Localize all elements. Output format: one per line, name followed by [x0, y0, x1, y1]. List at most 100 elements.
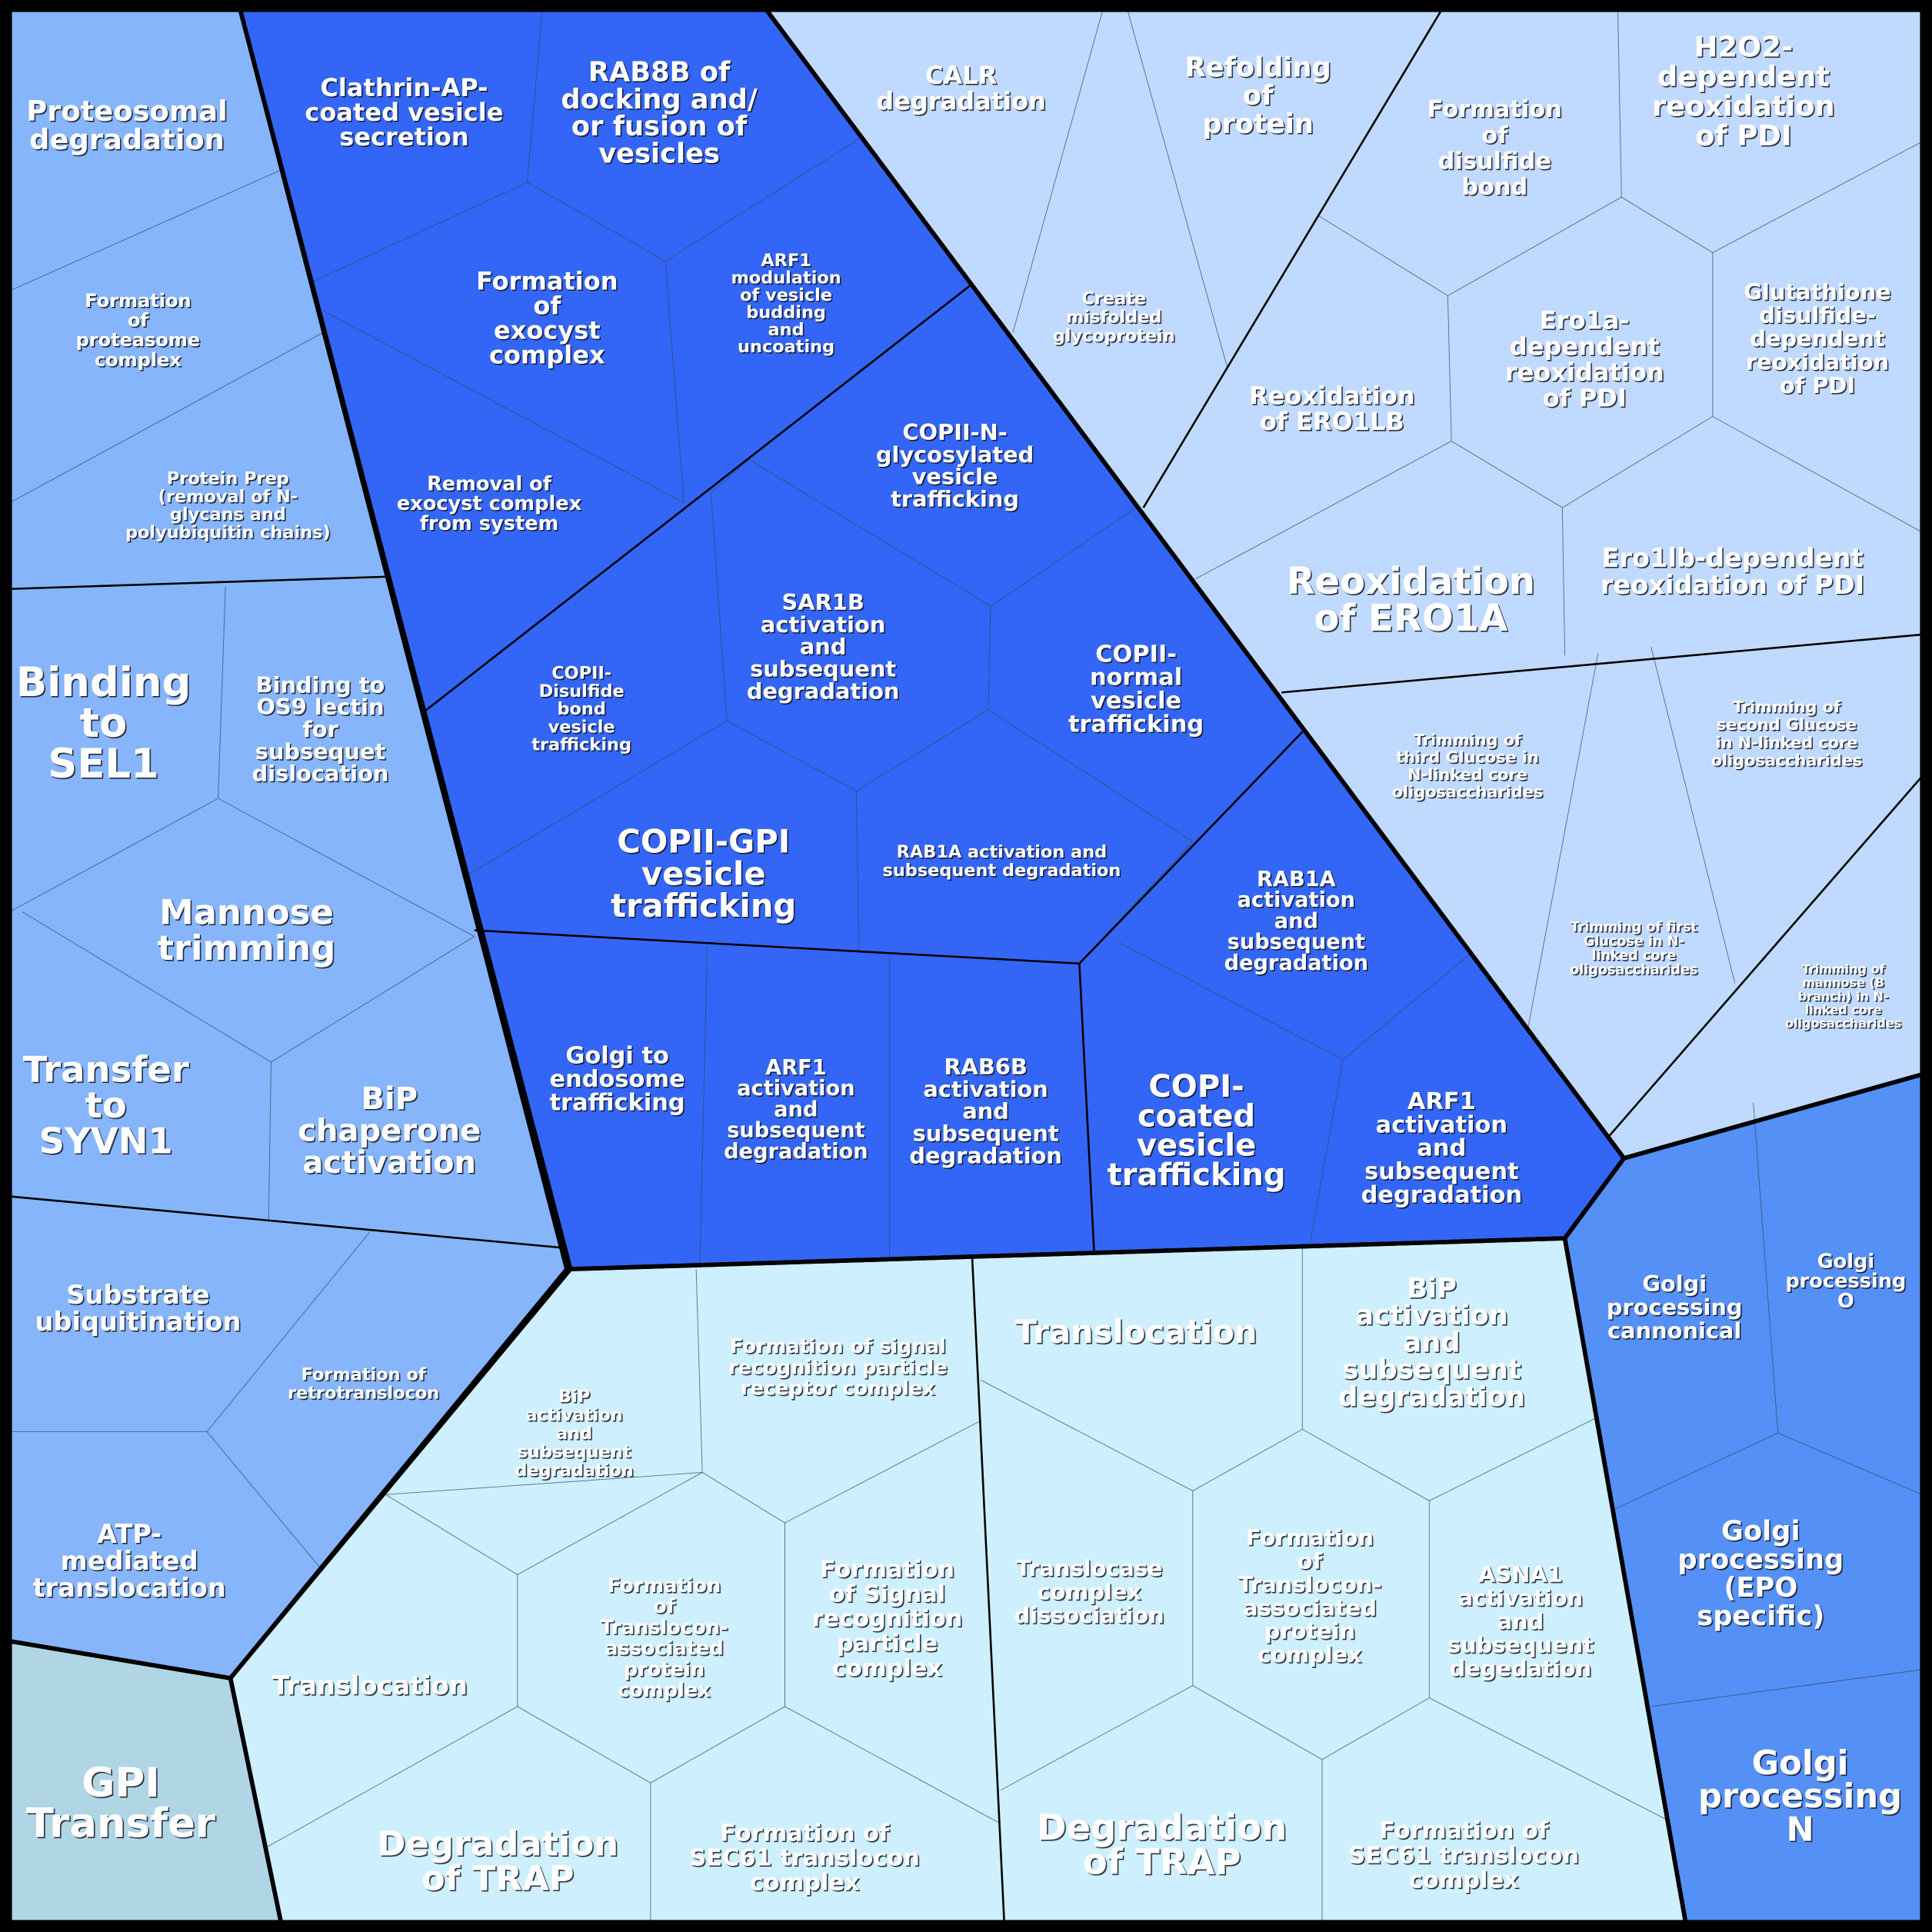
cell-label-line: Degradation: [1037, 1807, 1287, 1848]
cell-label-line: subsequent: [913, 1120, 1059, 1146]
cell-label-line: Refolding: [1185, 52, 1331, 83]
cell-label-line: SYVN1: [39, 1121, 173, 1162]
cell-label-line: activation: [923, 1076, 1048, 1102]
cell-label: Formation of exocyst complex: [476, 266, 618, 369]
cell-label-line: Glucose in N-: [1584, 934, 1684, 950]
cell-border: [218, 798, 475, 937]
group-region-folding: [766, 9, 1923, 1158]
cell-label-line: complex: [489, 341, 605, 370]
cell-label-line: in N-linked core: [1716, 733, 1858, 751]
cell-label-line: bond: [557, 699, 605, 719]
cell-border: [1562, 416, 1714, 508]
cell-label-line: RAB1A: [1257, 868, 1336, 891]
cell-border: [1777, 1432, 1923, 1495]
cell-label-line: Translocation: [1015, 1313, 1257, 1351]
cell-label-line: SAR1B: [782, 589, 864, 615]
cell-label: Degradation of TRAP: [377, 1824, 618, 1899]
cell-label-line: to: [80, 700, 128, 747]
cell-border: [1617, 9, 1622, 198]
cell-label: COPII-GPI vesicle trafficking: [611, 823, 796, 924]
cell-label-line: of: [1297, 1547, 1323, 1574]
cell-label-line: subsequent: [1342, 1354, 1521, 1386]
cell-label-line: chaperone: [298, 1113, 481, 1148]
cell-label-line: of PDI: [1780, 372, 1855, 398]
cell-label-line: recognition particle: [728, 1356, 948, 1379]
cell-label-line: subsequent: [1227, 931, 1365, 954]
cell-label-line: protein: [1264, 1618, 1355, 1644]
cell-borders: [9, 9, 1923, 1923]
cell-label-line: SEC61 translocon: [1348, 1842, 1579, 1869]
cell-label: Formation of retrotranslocon: [288, 1364, 439, 1403]
cell-label-line: subsequet: [255, 738, 386, 764]
subgroup-border: [474, 731, 1304, 965]
cell-border: [322, 310, 685, 504]
cell-label-line: of: [653, 1595, 676, 1618]
cell-border: [711, 459, 750, 494]
cell-label-line: of: [1243, 80, 1274, 112]
cell-border: [1194, 441, 1452, 580]
cell-label-line: degradation: [29, 123, 225, 156]
cell-label-line: receptor complex: [741, 1377, 935, 1401]
cell-border: [988, 606, 991, 710]
cell-label-line: Binding: [16, 659, 191, 706]
cell-border: [206, 1431, 324, 1571]
cell-border: [665, 261, 685, 503]
cell-label-line: Formation of: [1379, 1817, 1549, 1844]
cell-label: Formation of SEC61 translocon complex: [1348, 1817, 1579, 1894]
cell-label-line: of: [533, 291, 561, 321]
cell-label-line: COPII-: [551, 664, 611, 684]
cell-label-line: Mannose: [159, 892, 334, 933]
cell-label-line: vesicle: [1137, 1128, 1256, 1164]
cell-label-line: of ERO1A: [1314, 597, 1507, 640]
cell-label-line: of TRAP: [1083, 1841, 1241, 1883]
cell-label: BiP chaperone activation: [298, 1081, 481, 1181]
cell-border: [1712, 141, 1923, 253]
cell-label: Clathrin-AP-coated vesicle secretion: [305, 73, 503, 152]
cell-label: ATP-mediated translocation: [33, 1519, 226, 1603]
cell-border: [784, 1420, 981, 1524]
cell-label-line: (removal of N-: [158, 487, 298, 507]
cell-label-line: oligosaccharides: [1570, 962, 1697, 978]
cell-label-line: disulfide-: [1759, 302, 1876, 328]
cell-label: Proteosomal degradation: [26, 95, 227, 156]
cell-border: [1451, 441, 1563, 508]
group-outlines: [8, 8, 1924, 1924]
cell-label: COPI-coated vesicle trafficking: [1108, 1069, 1286, 1193]
cell-label-line: complex: [95, 349, 182, 371]
cell-label: Trimming of third Glucose in N-linked core…: [1392, 731, 1544, 801]
cell-label: Trimming of mannose (B branch) in N-linked…: [1785, 962, 1901, 1031]
cell-label-line: translocation: [33, 1573, 226, 1603]
cell-label: ARF1 activation and subsequent degradation: [724, 1056, 868, 1164]
cell-border: [1651, 646, 1736, 984]
cell-label-line: Transfer: [23, 1049, 189, 1091]
cell-label-line: trimming: [158, 928, 336, 968]
cell-label-line: exocyst: [494, 316, 601, 345]
cell-label-line: linked core: [1805, 1002, 1882, 1017]
cell-border: [701, 1472, 785, 1524]
cell-label-line: ARF1: [765, 1056, 827, 1080]
cell-border: [1309, 1059, 1344, 1245]
cell-label-line: trafficking: [611, 887, 796, 924]
cell-label-line: Translocase: [1016, 1555, 1163, 1581]
cell-label: Create misfolded glycoprotein: [1053, 289, 1175, 346]
cell-label-line: degradation: [1361, 1182, 1523, 1209]
cell-label-line: activation: [525, 1405, 622, 1425]
cell-label-line: subsequent: [727, 1119, 864, 1143]
cell-label-line: reoxidation: [1746, 349, 1889, 375]
cell-label-line: Create: [1081, 289, 1146, 309]
cell-label: Golgi to endosome trafficking: [549, 1043, 685, 1117]
cell-label: ASNA1 activation and subsequent degedation: [1447, 1561, 1594, 1681]
cell-label: ARF1 activation and subsequent degradation: [1361, 1088, 1523, 1209]
cell-label: Removal of exocyst complex from system: [397, 473, 582, 535]
cell-label-line: trafficking: [891, 485, 1019, 511]
cell-label-line: of: [1481, 122, 1508, 149]
cell-label-line: complex: [618, 1679, 711, 1702]
cell-label-line: degradation: [876, 87, 1046, 116]
cell-label-line: of Signal: [829, 1581, 945, 1608]
cell-label-line: subsequent: [750, 656, 896, 682]
cell-label-line: degedation: [1450, 1655, 1591, 1681]
cell-label-line: BiP: [361, 1081, 418, 1117]
cell-label-line: processing: [1607, 1294, 1743, 1320]
subgroup-border: [1078, 963, 1095, 1254]
cell-border: [1321, 1697, 1430, 1760]
